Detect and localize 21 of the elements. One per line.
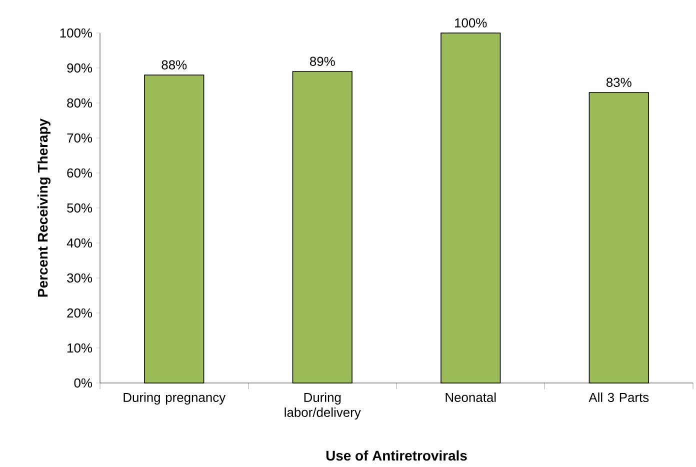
y-tick-label: 100% [60, 28, 92, 38]
data-label: 100% [455, 18, 487, 28]
y-tick-label: 40% [66, 238, 92, 248]
y-axis-title: Percent Receiving Therapy [37, 118, 51, 297]
y-tick-label: 30% [67, 273, 92, 283]
y-tick-label: 50% [67, 203, 92, 213]
y-tick-label: 80% [67, 98, 92, 108]
x-tick-label: All 3 Parts [588, 392, 649, 402]
x-tick-label: Neonatal [446, 392, 496, 402]
y-tick-label: 0% [74, 378, 92, 388]
data-label: 89% [310, 56, 335, 66]
y-tick-label: 70% [67, 133, 92, 143]
data-label: 83% [606, 78, 632, 87]
x-tick-label: During labor/delivery [284, 392, 361, 420]
y-tick-label: 60% [67, 168, 92, 178]
y-tick-label: 10% [68, 343, 92, 353]
y-tick-label: 20% [67, 308, 92, 318]
y-tick-label: 90% [67, 63, 92, 73]
x-axis-title: Use of Antiretrovirals [326, 450, 467, 461]
x-tick-label: During pregnancy [124, 392, 226, 405]
data-label: 88% [162, 60, 187, 70]
